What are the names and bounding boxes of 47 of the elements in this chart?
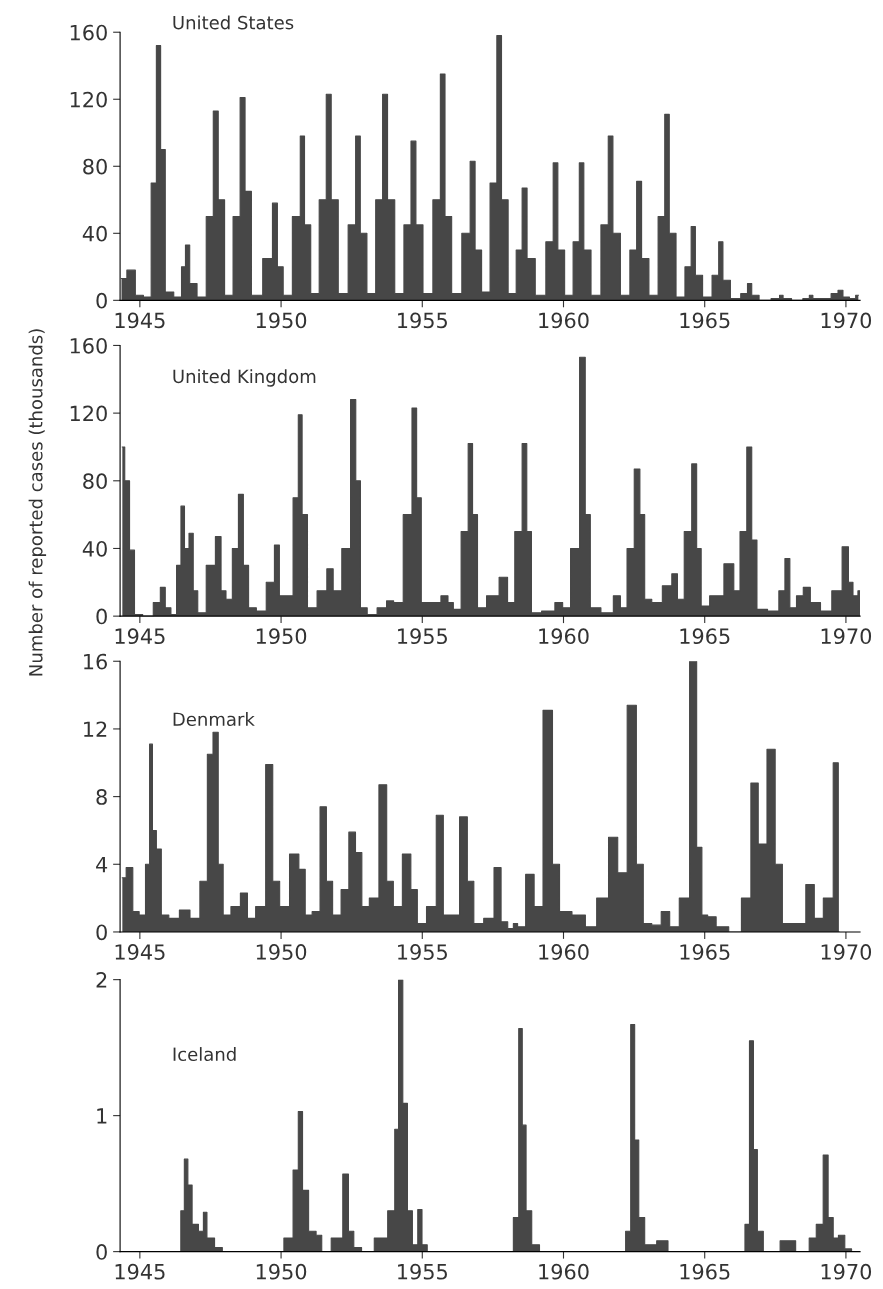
y-tick-label: 120 <box>70 91 107 108</box>
x-tick-label: 1950 <box>256 944 307 960</box>
x-tick-label: 1955 <box>398 1263 447 1280</box>
y-tick-label: 40 <box>82 225 107 242</box>
y-tick-label: 80 <box>83 473 107 490</box>
x-tick-label: 1965 <box>680 628 730 645</box>
y-tick-label: 0 <box>96 608 107 625</box>
text: Denmark <box>173 712 255 727</box>
y-tick-label: 160 <box>70 24 107 41</box>
y-tick-label: 0 <box>96 292 107 309</box>
y-tick-label: 4 <box>96 857 108 873</box>
y-tick-label: 160 <box>70 337 107 354</box>
x-tick-label: 1945 <box>115 1263 165 1280</box>
x-tick-label: 1965 <box>680 312 730 329</box>
text: Iceland <box>173 1047 236 1062</box>
y-tick-label: 16 <box>84 653 107 670</box>
x-tick-label: 1960 <box>539 312 589 329</box>
y-tick-label: 80 <box>83 158 107 175</box>
y-tick-label: 0 <box>96 924 107 941</box>
x-tick-label: 1965 <box>680 944 730 960</box>
x-tick-label: 1960 <box>539 1263 589 1280</box>
x-tick-label: 1955 <box>398 628 447 645</box>
y-tick-label: 120 <box>70 405 107 422</box>
x-tick-label: 1970 <box>821 1263 872 1280</box>
chart-title: United States <box>173 15 294 30</box>
y-tick-label: 8 <box>96 789 107 805</box>
x-tick-label: 1950 <box>256 312 307 329</box>
x-tick-label: 1955 <box>398 944 447 960</box>
x-tick-label: 1945 <box>115 312 165 329</box>
x-tick-label: 1950 <box>256 628 307 645</box>
x-tick-label: 1970 <box>821 944 872 960</box>
y-tick-label: 1 <box>97 1108 107 1124</box>
x-tick-label: 1945 <box>115 944 165 960</box>
x-tick-label: 1945 <box>115 628 165 645</box>
y-axis-title: Number of reported cases (thousands) <box>28 329 47 676</box>
x-tick-label: 1955 <box>398 312 447 329</box>
x-tick-label: 1970 <box>821 312 872 329</box>
x-tick-label: 1960 <box>539 628 589 645</box>
y-tick-label: 0 <box>96 1244 107 1260</box>
y-tick-label: 2 <box>96 972 107 988</box>
x-tick-label: 1950 <box>256 1263 307 1280</box>
x-tick-label: 1965 <box>680 1263 730 1280</box>
y-tick-label: 12 <box>84 721 107 737</box>
x-tick-label: 1970 <box>821 628 872 645</box>
text: United Kingdom <box>173 369 316 387</box>
x-tick-label: 1960 <box>539 944 589 960</box>
y-tick-label: 40 <box>82 540 107 557</box>
